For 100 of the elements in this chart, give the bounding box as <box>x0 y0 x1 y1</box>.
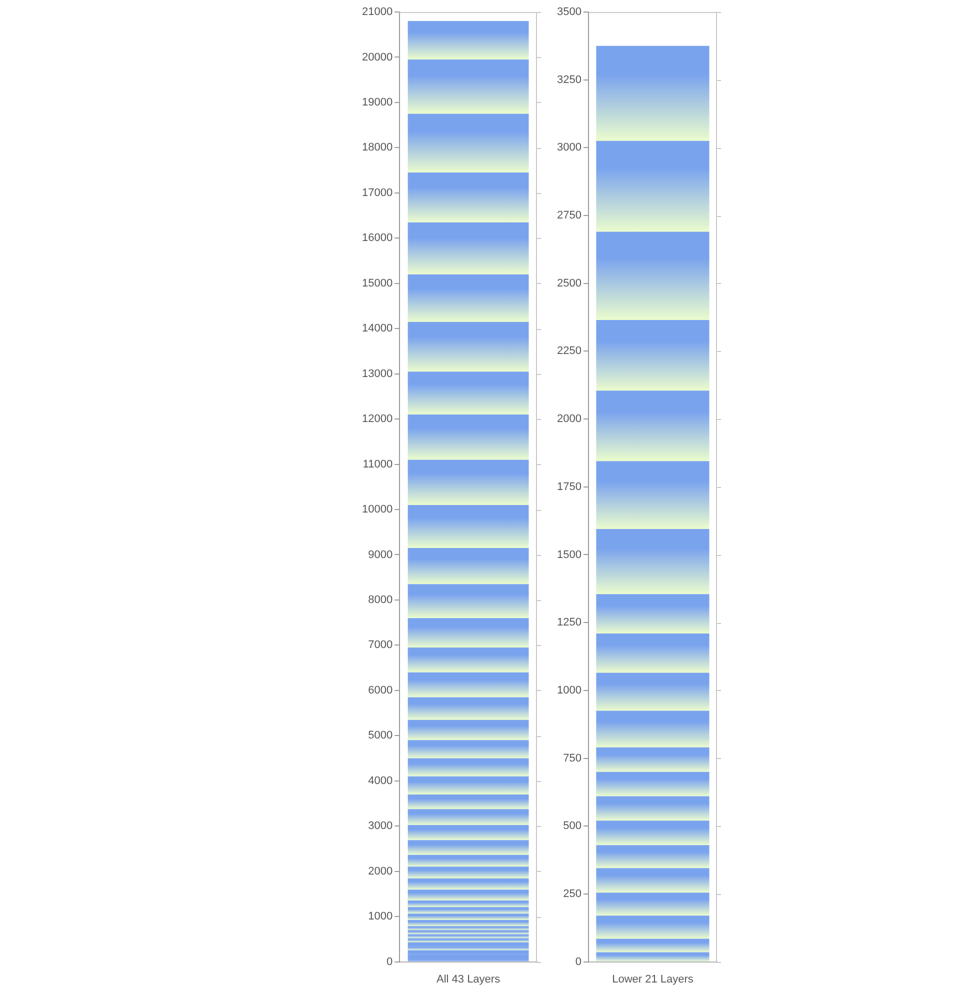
y-tick-label: 3000 <box>368 820 393 832</box>
bar <box>408 647 529 672</box>
bar <box>408 890 529 901</box>
bar <box>408 946 529 950</box>
y-tick-label: 19000 <box>362 96 393 108</box>
bar <box>408 809 529 825</box>
bar <box>408 740 529 758</box>
y-tick-label: 0 <box>386 956 393 968</box>
bar <box>596 952 710 962</box>
bar <box>596 796 710 821</box>
y-tick-label: 8000 <box>368 594 393 606</box>
bar <box>408 930 529 934</box>
bar <box>408 907 529 914</box>
bar <box>408 878 529 890</box>
bar <box>408 900 529 908</box>
bar <box>596 320 710 391</box>
bar <box>596 892 710 916</box>
bar <box>596 461 710 529</box>
bar <box>408 776 529 794</box>
bar <box>408 222 529 274</box>
y-tick-label: 3250 <box>556 74 582 86</box>
bar <box>408 758 529 776</box>
bar <box>408 504 529 548</box>
bar <box>596 868 710 893</box>
y-tick-label: 17000 <box>362 186 393 199</box>
bar <box>596 938 710 952</box>
bar <box>408 172 529 222</box>
y-tick-label: 10000 <box>362 504 393 516</box>
bar <box>408 548 529 584</box>
bar <box>408 938 529 942</box>
bar <box>596 672 710 711</box>
bar <box>596 710 710 748</box>
bar <box>596 633 710 673</box>
y-tick-label: 3000 <box>556 142 582 154</box>
bar <box>596 916 710 939</box>
y-tick-label: 2750 <box>556 210 582 222</box>
bar <box>408 854 529 867</box>
y-tick-label: 9000 <box>368 548 393 561</box>
y-tick-label: 0 <box>575 956 582 968</box>
bar <box>408 114 529 173</box>
bar <box>408 934 529 938</box>
bar <box>408 274 529 322</box>
y-tick-label: 18000 <box>362 142 393 154</box>
bar <box>408 942 529 946</box>
y-tick-label: 250 <box>563 888 582 900</box>
bar <box>408 926 529 930</box>
bar <box>596 845 710 868</box>
bar <box>408 866 529 878</box>
y-tick-label: 1250 <box>556 616 582 629</box>
x-tick-label: Lower 21 Layers <box>612 973 694 986</box>
y-tick-label: 1000 <box>556 684 582 696</box>
y-tick-label: 16000 <box>362 232 393 244</box>
y-tick-label: 6000 <box>368 684 393 696</box>
y-tick-label: 750 <box>563 752 582 764</box>
y-tick-label: 1750 <box>556 480 582 493</box>
bar <box>408 672 529 698</box>
y-tick-label: 4000 <box>368 774 393 787</box>
bar <box>408 914 529 920</box>
bar <box>408 21 529 60</box>
y-tick-label: 13000 <box>362 368 393 380</box>
bar <box>596 232 710 320</box>
bar <box>408 920 529 926</box>
bar <box>596 46 710 141</box>
y-tick-label: 12000 <box>362 413 393 426</box>
y-tick-label: 21000 <box>362 6 393 18</box>
bar <box>408 720 529 740</box>
bar <box>408 460 529 505</box>
y-tick-label: 1500 <box>556 548 582 561</box>
y-tick-label: 500 <box>563 820 582 832</box>
bar <box>596 390 710 462</box>
bar <box>596 747 710 772</box>
y-tick-label: 15000 <box>362 277 393 290</box>
bar <box>408 618 529 648</box>
bar <box>408 840 529 855</box>
bar <box>596 820 710 846</box>
y-tick-label: 2500 <box>556 277 582 290</box>
y-tick-label: 7000 <box>368 639 393 652</box>
y-tick-label: 2000 <box>556 413 582 426</box>
bar <box>408 794 529 810</box>
y-tick-label: 3500 <box>556 6 582 18</box>
y-tick-label: 2000 <box>368 865 393 878</box>
y-tick-label: 20000 <box>362 51 393 64</box>
bar <box>408 372 529 415</box>
y-tick-label: 5000 <box>368 730 393 742</box>
bar <box>596 528 710 594</box>
bar <box>408 824 529 840</box>
y-tick-label: 11000 <box>362 458 393 470</box>
y-tick-label: 2250 <box>556 345 582 358</box>
x-tick-label: All 43 Layers <box>436 973 501 986</box>
y-tick-label: 14000 <box>362 322 393 335</box>
bar <box>408 414 529 460</box>
bar <box>408 584 529 618</box>
bar <box>408 950 529 954</box>
bar <box>408 322 529 372</box>
bar <box>596 594 710 634</box>
bar <box>408 59 529 114</box>
bar <box>596 772 710 796</box>
y-tick-label: 1000 <box>368 910 393 923</box>
bar <box>596 140 710 232</box>
bar <box>408 697 529 720</box>
